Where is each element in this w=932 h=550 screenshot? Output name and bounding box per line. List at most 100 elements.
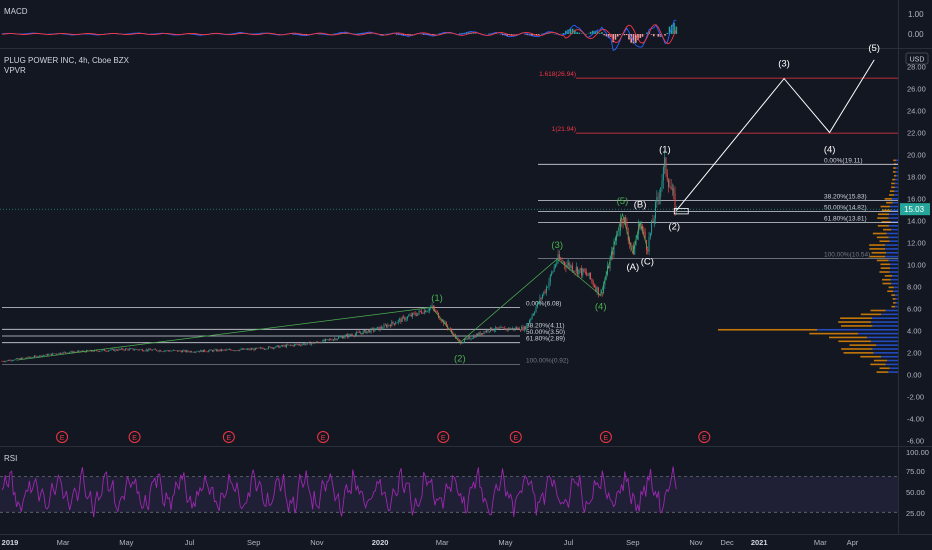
candle-body bbox=[464, 338, 465, 342]
candle-body bbox=[257, 347, 259, 349]
candle-body bbox=[573, 271, 575, 272]
candle-body bbox=[486, 329, 488, 332]
candle-body bbox=[380, 327, 382, 329]
volume-bar-down bbox=[872, 232, 887, 235]
candle-body bbox=[335, 338, 337, 340]
candle-body bbox=[87, 350, 89, 351]
time-tick: Sep bbox=[247, 538, 260, 547]
candle-body bbox=[78, 350, 80, 352]
macd-hist-bar bbox=[459, 33, 461, 34]
candle-body bbox=[353, 335, 355, 337]
volume-bar-down bbox=[889, 190, 895, 192]
candle-body bbox=[299, 344, 300, 345]
candle-body bbox=[223, 349, 225, 351]
candle-body bbox=[158, 350, 160, 352]
earnings-marker[interactable] bbox=[509, 431, 522, 443]
candle-body bbox=[331, 339, 333, 341]
candle-body bbox=[6, 360, 8, 361]
volume-bar-down bbox=[882, 282, 892, 285]
candle-body bbox=[465, 338, 467, 340]
candle-body bbox=[26, 357, 28, 359]
candle-body bbox=[474, 335, 476, 338]
time-tick: 2019 bbox=[2, 538, 19, 547]
macd-hist-bar bbox=[461, 33, 463, 34]
earnings-marker[interactable] bbox=[698, 431, 711, 443]
candle-body bbox=[105, 350, 107, 352]
candle-body bbox=[603, 284, 605, 293]
candle-body bbox=[309, 342, 311, 345]
volume-bar-up bbox=[885, 244, 898, 246]
currency-button[interactable] bbox=[905, 52, 929, 65]
candle-body bbox=[351, 335, 352, 336]
candle-body bbox=[110, 349, 112, 351]
candle-body bbox=[189, 351, 191, 353]
candle-body bbox=[253, 348, 255, 351]
macd-hist-bar bbox=[641, 34, 644, 37]
volume-bar-down bbox=[871, 251, 887, 254]
candle-body bbox=[599, 294, 601, 296]
volume-bar-up bbox=[890, 267, 898, 269]
earnings-marker[interactable] bbox=[437, 431, 450, 443]
candle-body bbox=[387, 324, 389, 328]
earnings-marker[interactable] bbox=[317, 431, 330, 443]
candle-body bbox=[373, 328, 375, 331]
candle-body bbox=[313, 342, 315, 344]
candle-body bbox=[357, 331, 359, 333]
earnings-marker[interactable] bbox=[599, 431, 612, 443]
volume-bar-down bbox=[860, 355, 882, 358]
macd-hist-bar bbox=[501, 34, 504, 36]
wave-labels: (1) (2) (3) (4) (5) (A) (B) (C) (1) (2) (3) (4) (5) bbox=[431, 43, 880, 364]
candle-body bbox=[330, 339, 332, 340]
volume-bar-down bbox=[809, 332, 859, 335]
earnings-marker[interactable] bbox=[56, 431, 69, 443]
candle-body bbox=[401, 316, 403, 322]
candle-body bbox=[626, 222, 628, 233]
candle-body bbox=[84, 351, 86, 353]
candle-body bbox=[202, 349, 204, 352]
candle-body bbox=[57, 353, 59, 355]
candle-body bbox=[653, 218, 655, 223]
earnings-marker-label: E bbox=[604, 435, 609, 442]
candle-body bbox=[487, 329, 489, 332]
candle-body bbox=[79, 350, 81, 352]
candle-body bbox=[495, 327, 497, 331]
candle-body bbox=[592, 281, 594, 286]
price-tick: -6.00 bbox=[907, 437, 924, 446]
candle-body bbox=[590, 272, 592, 279]
volume-bar-up bbox=[890, 221, 898, 223]
candle-body bbox=[276, 345, 278, 347]
candle-body bbox=[28, 356, 30, 358]
candle-body bbox=[191, 351, 193, 353]
candle-body bbox=[405, 319, 407, 321]
candle-body bbox=[445, 322, 447, 326]
candle-body bbox=[319, 342, 321, 344]
candle-body bbox=[193, 352, 195, 353]
candle-body bbox=[419, 310, 421, 312]
volume-bar-down bbox=[877, 225, 889, 227]
earnings-marker[interactable] bbox=[128, 431, 141, 443]
macd-hist-bar bbox=[298, 34, 301, 35]
macd-hist-bar bbox=[637, 34, 639, 41]
volume-bar-up bbox=[886, 251, 898, 254]
candle-body bbox=[436, 311, 438, 313]
volume-bar-down bbox=[881, 209, 891, 212]
candle-body bbox=[642, 226, 643, 230]
macd-hist-bar bbox=[652, 34, 655, 37]
candle-body bbox=[361, 332, 363, 335]
earnings-marker-label: E bbox=[132, 435, 137, 442]
earnings-marker[interactable] bbox=[222, 431, 235, 443]
macd-hist-bar bbox=[562, 33, 565, 34]
candle-body bbox=[583, 268, 585, 272]
earnings-marker-label: E bbox=[441, 435, 446, 442]
candle-body bbox=[601, 292, 603, 293]
candle-body bbox=[500, 327, 502, 328]
candle-body bbox=[668, 179, 669, 187]
candle-body bbox=[305, 343, 307, 345]
candle-body bbox=[397, 320, 399, 323]
candle-body bbox=[596, 287, 598, 292]
candle-body bbox=[325, 339, 326, 342]
macd-hist-bar bbox=[474, 33, 477, 34]
macd-hist-bar bbox=[368, 33, 371, 34]
candle-body bbox=[39, 355, 41, 357]
